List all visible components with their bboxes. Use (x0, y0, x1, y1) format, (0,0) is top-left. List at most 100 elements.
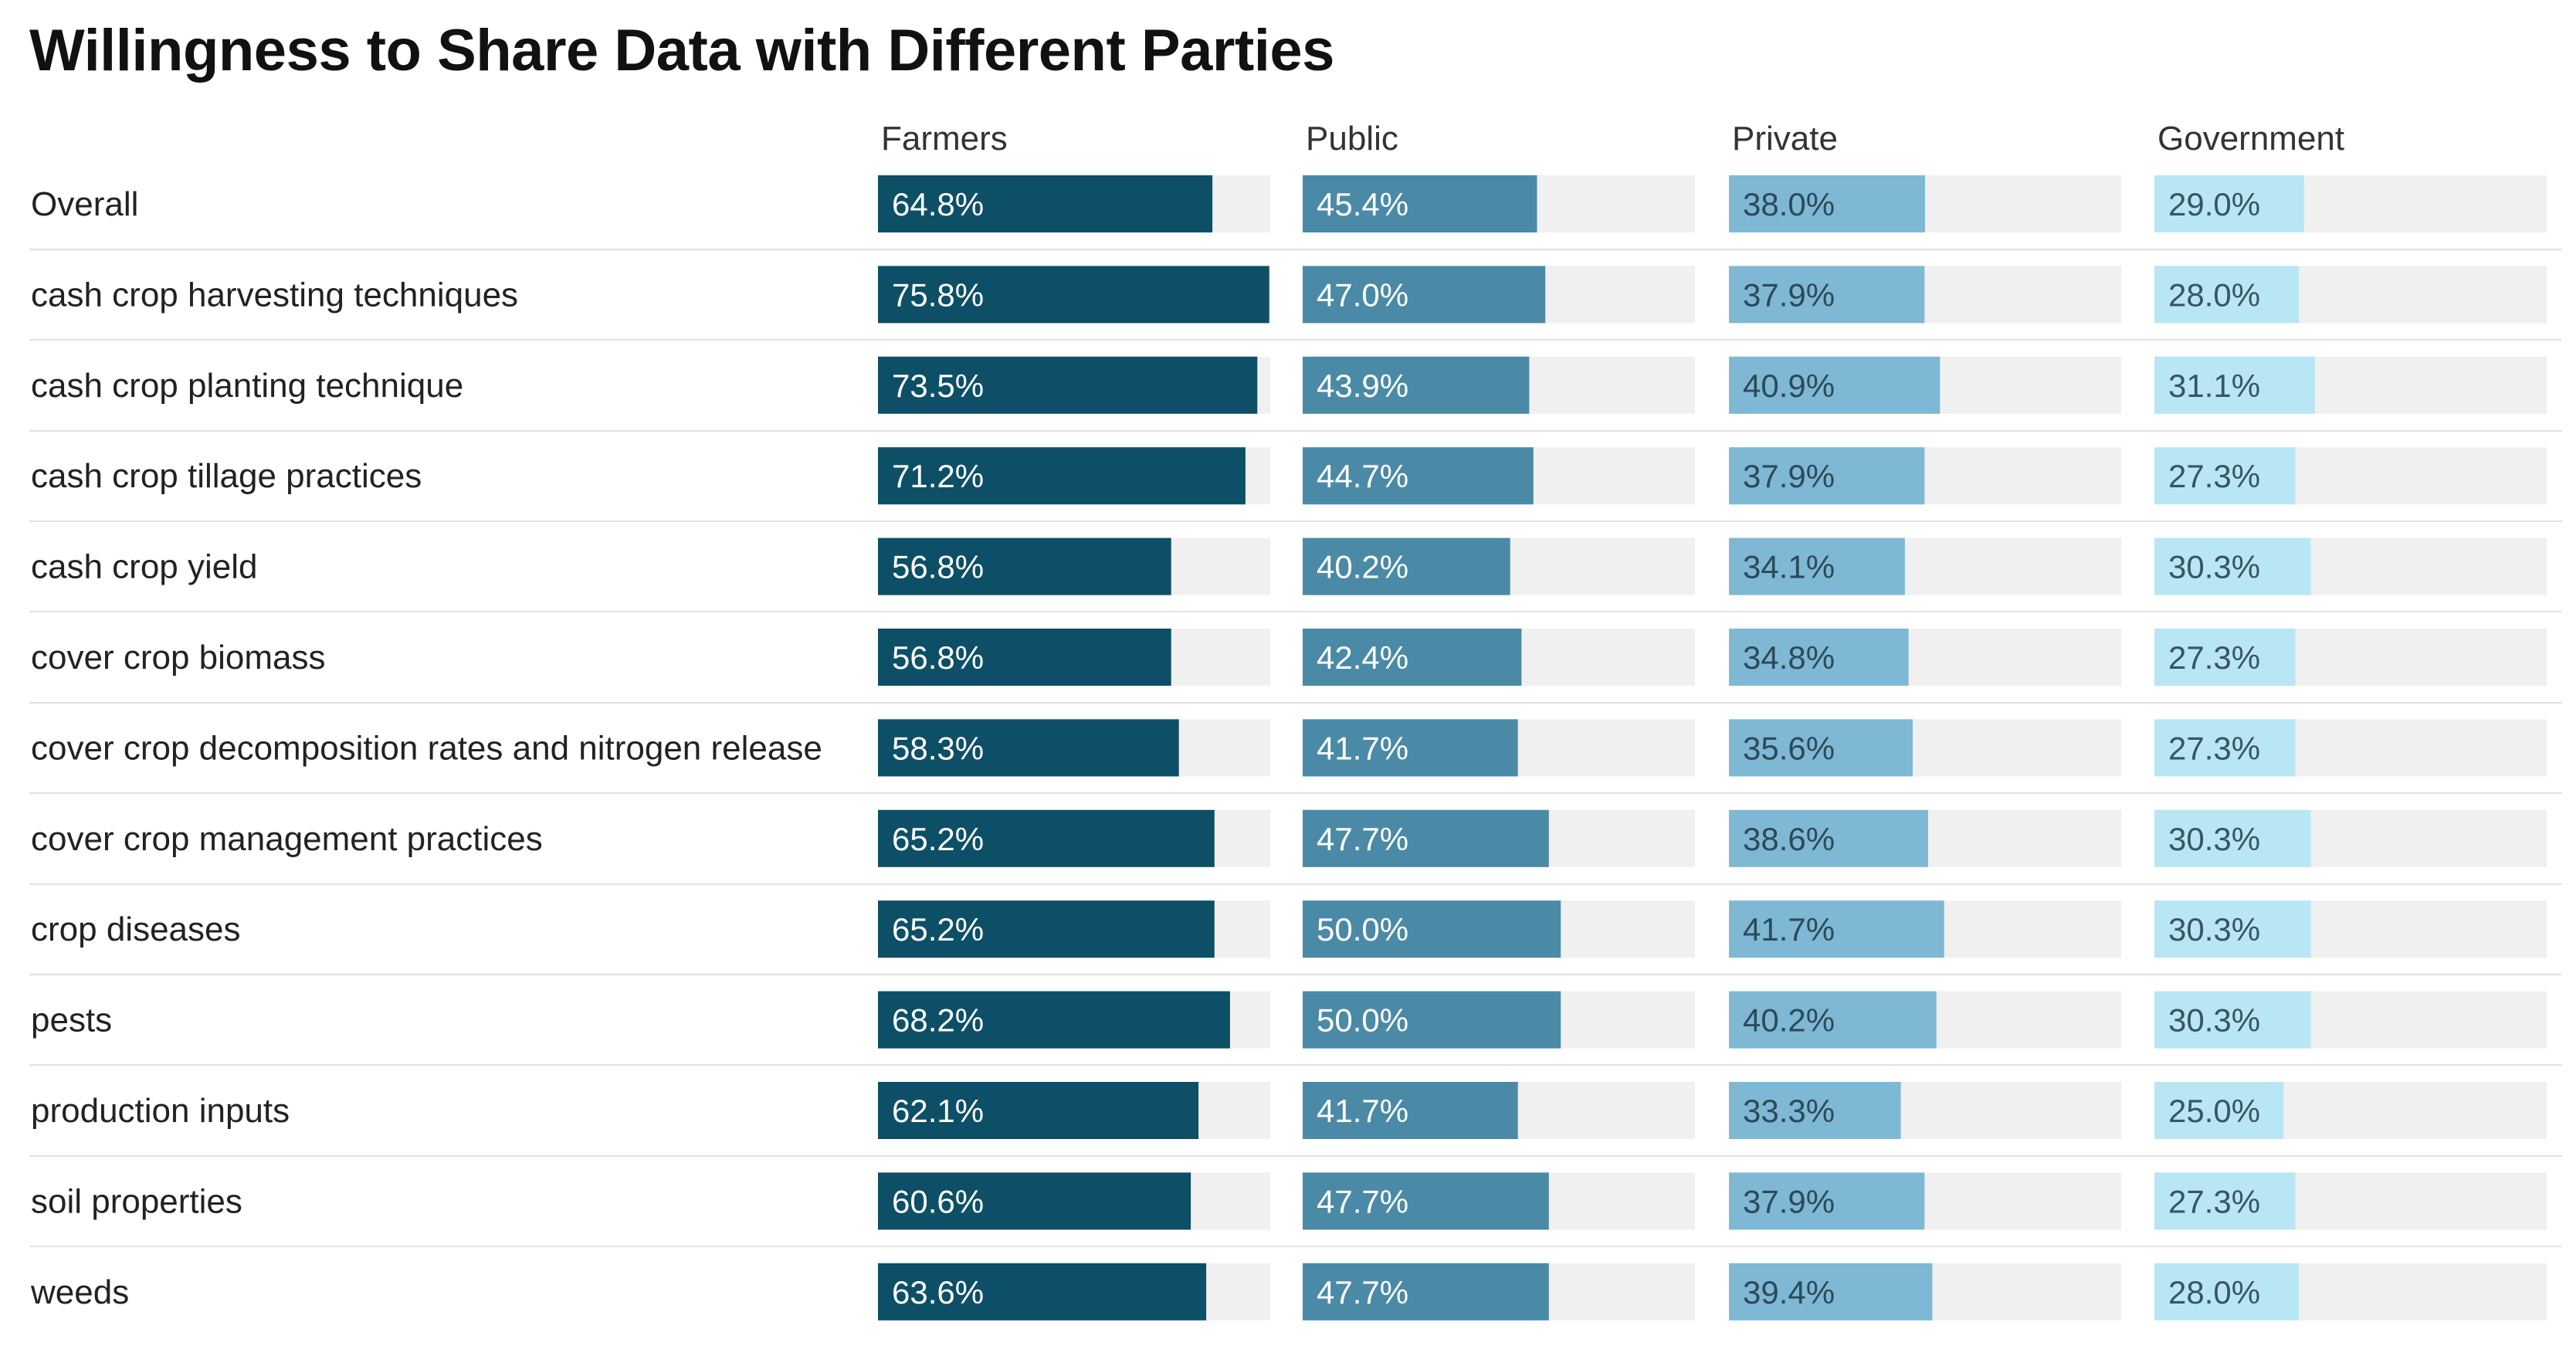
row-label-cash-crop-planting-technique: cash crop planting technique (31, 367, 463, 405)
row-label-weeds: weeds (30, 1273, 129, 1311)
bar-value-label: 30.3% (2168, 1002, 2260, 1039)
bar-value-label: 63.6% (892, 1274, 984, 1310)
bar-private-cash-crop-tillage-practices (1729, 447, 1925, 505)
bar-private-overall (1729, 175, 1925, 232)
bar-value-label: 37.9% (1743, 276, 1835, 313)
bar-government-cover-crop-management-practices (2154, 809, 2311, 867)
bar-value-label: 27.3% (2168, 458, 2260, 494)
bar-value-label: 64.8% (892, 186, 984, 222)
row-label-cash-crop-yield: cash crop yield (31, 548, 257, 586)
bar-value-label: 47.7% (1317, 821, 1408, 857)
bar-government-production-inputs (2154, 1082, 2284, 1139)
bar-government-cash-crop-planting-technique (2154, 356, 2315, 414)
bar-farmers-soil-properties (878, 1172, 1191, 1230)
bar-public-cash-crop-harvesting-techniques (1303, 266, 1546, 324)
bar-private-cover-crop-biomass (1729, 629, 1909, 686)
bar-government-cover-crop-decomposition-rates-and-nitrogen-release (2154, 719, 2296, 777)
row-label-cash-crop-harvesting-techniques: cash crop harvesting techniques (31, 276, 518, 314)
row-label-cover-crop-biomass: cover crop biomass (31, 639, 325, 676)
bar-private-cash-crop-yield (1729, 537, 1905, 595)
bar-private-cover-crop-management-practices (1729, 809, 1928, 867)
bar-value-label: 34.8% (1743, 639, 1835, 676)
bar-value-label: 30.3% (2168, 549, 2260, 585)
bar-public-cash-crop-yield (1303, 537, 1510, 595)
bar-value-label: 41.7% (1743, 911, 1835, 948)
bar-government-pests (2154, 991, 2311, 1049)
bar-private-cover-crop-decomposition-rates-and-nitrogen-release (1729, 719, 1913, 777)
bar-private-cash-crop-harvesting-techniques (1729, 266, 1925, 324)
bar-value-label: 50.0% (1317, 1002, 1408, 1039)
bar-value-label: 41.7% (1317, 1093, 1408, 1129)
row-label-overall: Overall (31, 185, 138, 223)
bar-value-label: 35.6% (1743, 730, 1835, 766)
bar-value-label: 40.2% (1317, 549, 1408, 585)
bar-value-label: 40.2% (1743, 1002, 1835, 1039)
bar-value-label: 73.5% (892, 368, 984, 404)
bar-value-label: 43.9% (1317, 368, 1408, 404)
bar-government-cash-crop-tillage-practices (2154, 447, 2296, 505)
bar-value-label: 62.1% (892, 1093, 984, 1129)
bar-private-pests (1729, 991, 1937, 1049)
row-label-cover-crop-management-practices: cover crop management practices (31, 820, 543, 858)
bar-farmers-cash-crop-harvesting-techniques (878, 266, 1269, 324)
bar-farmers-pests (878, 991, 1230, 1049)
bar-value-label: 75.8% (892, 276, 984, 313)
bar-value-label: 29.0% (2168, 186, 2260, 222)
bar-farmers-cover-crop-decomposition-rates-and-nitrogen-release (878, 719, 1179, 777)
bar-value-label: 50.0% (1317, 911, 1408, 948)
bar-value-label: 42.4% (1317, 639, 1408, 676)
bar-private-weeds (1729, 1263, 1933, 1321)
bar-value-label: 27.3% (2168, 1183, 2260, 1219)
bar-value-label: 68.2% (892, 1002, 984, 1039)
bar-value-label: 30.3% (2168, 911, 2260, 948)
bar-value-label: 27.3% (2168, 639, 2260, 676)
bar-value-label: 45.4% (1317, 186, 1408, 222)
row-label-production-inputs: production inputs (31, 1092, 290, 1130)
bar-farmers-cash-crop-tillage-practices (878, 447, 1246, 505)
column-header-private: Private (1732, 120, 1838, 158)
bar-private-production-inputs (1729, 1082, 1901, 1139)
bar-public-cover-crop-biomass (1303, 629, 1522, 686)
bar-value-label: 27.3% (2168, 730, 2260, 766)
bar-value-label: 60.6% (892, 1183, 984, 1219)
bar-value-label: 56.8% (892, 639, 984, 676)
bar-farmers-overall (878, 175, 1213, 232)
bar-value-label: 65.2% (892, 911, 984, 948)
bar-value-label: 28.0% (2168, 276, 2260, 313)
bar-private-crop-diseases (1729, 900, 1944, 958)
bar-farmers-cash-crop-planting-technique (878, 356, 1258, 414)
bar-farmers-cash-crop-yield (878, 537, 1171, 595)
chart-title: Willingness to Share Data with Different… (29, 18, 1334, 83)
bar-value-label: 71.2% (892, 458, 984, 494)
bar-public-crop-diseases (1303, 900, 1561, 958)
row-label-pests: pests (31, 1002, 112, 1039)
bar-public-cash-crop-planting-technique (1303, 356, 1530, 414)
bar-value-label: 65.2% (892, 821, 984, 857)
bar-government-cash-crop-harvesting-techniques (2154, 266, 2300, 324)
bar-public-overall (1303, 175, 1537, 232)
row-label-soil-properties: soil properties (31, 1182, 242, 1220)
bar-value-label: 47.0% (1317, 276, 1408, 313)
bar-public-weeds (1303, 1263, 1549, 1321)
bar-private-soil-properties (1729, 1172, 1925, 1230)
bar-value-label: 39.4% (1743, 1274, 1835, 1310)
bar-public-cover-crop-decomposition-rates-and-nitrogen-release (1303, 719, 1518, 777)
bar-value-label: 47.7% (1317, 1183, 1408, 1219)
bar-government-crop-diseases (2154, 900, 2311, 958)
row-label-cover-crop-decomposition-rates-and-nitrogen-release: cover crop decomposition rates and nitro… (31, 729, 822, 767)
bar-farmers-cover-crop-biomass (878, 629, 1171, 686)
bar-farmers-cover-crop-management-practices (878, 809, 1215, 867)
bar-value-label: 33.3% (1743, 1093, 1835, 1129)
bar-government-soil-properties (2154, 1172, 2296, 1230)
bar-value-label: 47.7% (1317, 1274, 1408, 1310)
bar-value-label: 30.3% (2168, 821, 2260, 857)
bar-value-label: 56.8% (892, 549, 984, 585)
bar-value-label: 41.7% (1317, 730, 1408, 766)
row-label-cash-crop-tillage-practices: cash crop tillage practices (31, 457, 422, 495)
column-header-government: Government (2157, 120, 2344, 158)
bar-farmers-crop-diseases (878, 900, 1215, 958)
row-label-crop-diseases: crop diseases (31, 910, 240, 948)
bar-public-cover-crop-management-practices (1303, 809, 1549, 867)
bar-government-overall (2154, 175, 2304, 232)
bar-farmers-production-inputs (878, 1082, 1199, 1139)
